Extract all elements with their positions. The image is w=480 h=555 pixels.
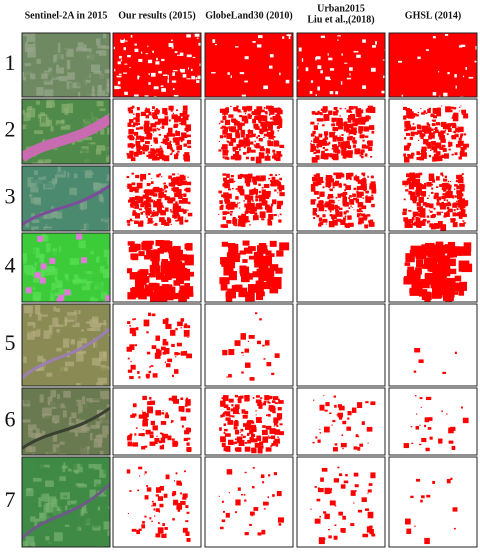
map-image bbox=[112, 387, 202, 456]
map-image bbox=[388, 165, 478, 232]
column-header: GlobeLand30 (2010) bbox=[205, 10, 293, 21]
map-image bbox=[296, 232, 386, 303]
map-image bbox=[204, 32, 294, 98]
row-label: 7 bbox=[5, 487, 16, 512]
map-image bbox=[112, 456, 202, 548]
map-image bbox=[388, 32, 478, 98]
row-label: 3 bbox=[5, 184, 16, 209]
map-image bbox=[112, 165, 202, 232]
row-label: 5 bbox=[5, 330, 16, 355]
map-image bbox=[204, 165, 294, 232]
column-header: Liu et al.,(2018) bbox=[307, 14, 374, 25]
row-label: 4 bbox=[5, 253, 16, 278]
map-image bbox=[296, 387, 386, 456]
map-image bbox=[112, 232, 202, 303]
map-image bbox=[112, 303, 202, 387]
row-label: 2 bbox=[5, 117, 16, 142]
column-header: Sentinel-2A in 2015 bbox=[25, 10, 108, 21]
map-image bbox=[296, 165, 386, 232]
map-image bbox=[388, 456, 478, 548]
map-image bbox=[112, 98, 202, 165]
satellite-image bbox=[21, 387, 111, 456]
column-header: Urban2015 bbox=[317, 3, 365, 14]
satellite-image bbox=[21, 232, 111, 303]
map-image bbox=[388, 232, 478, 303]
map-image bbox=[388, 98, 478, 165]
row-label: 6 bbox=[5, 407, 16, 432]
map-image bbox=[388, 387, 478, 456]
satellite-image bbox=[21, 32, 111, 98]
map-image bbox=[204, 456, 294, 548]
map-image bbox=[296, 98, 386, 165]
satellite-image bbox=[21, 456, 111, 548]
satellite-image bbox=[21, 165, 111, 232]
column-header: Our results (2015) bbox=[118, 10, 195, 21]
column-header: GHSL (2014) bbox=[405, 10, 461, 21]
map-image bbox=[112, 32, 202, 98]
map-image bbox=[388, 303, 478, 387]
map-image bbox=[204, 232, 294, 303]
map-image bbox=[204, 387, 294, 456]
map-image bbox=[296, 32, 386, 98]
map-image bbox=[296, 303, 386, 387]
map-image bbox=[204, 303, 294, 387]
map-image bbox=[204, 98, 294, 165]
row-label: 1 bbox=[5, 50, 16, 75]
map-image bbox=[296, 456, 386, 548]
satellite-image bbox=[21, 303, 111, 387]
satellite-image bbox=[21, 98, 111, 165]
